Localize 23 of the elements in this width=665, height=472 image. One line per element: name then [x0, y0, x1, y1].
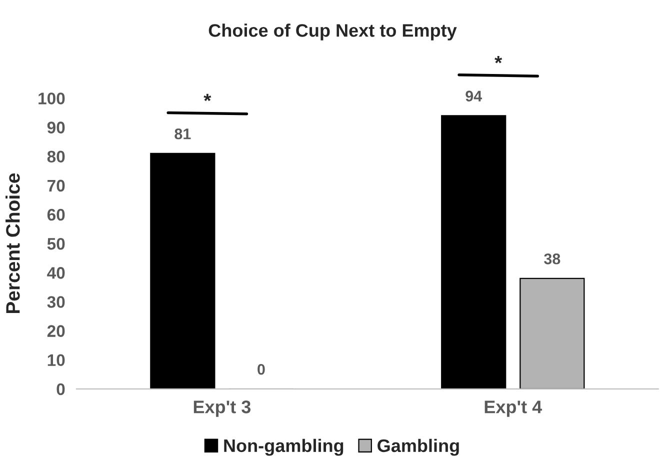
- data-label: 81: [174, 128, 191, 140]
- y-tick-label: 70: [48, 180, 65, 192]
- data-label: 38: [544, 253, 560, 264]
- y-axis-title: Percent Choice: [6, 173, 20, 314]
- data-label: 0: [258, 364, 265, 375]
- y-tick-label: 0: [56, 383, 65, 396]
- y-tick-label: 30: [47, 296, 65, 308]
- x-tick-label: Exp't 4: [484, 400, 542, 417]
- annotation: *: [204, 94, 212, 102]
- y-tick-label: 10: [48, 354, 65, 366]
- y-tick-label: 90: [47, 122, 65, 134]
- chart-title: Choice of Cup Next to Empty: [208, 24, 457, 40]
- legend-label: Gambling: [378, 438, 459, 456]
- text: *: [494, 56, 502, 64]
- y-tick-label: 100: [38, 92, 65, 104]
- y-tick-label: 20: [47, 325, 65, 337]
- x-tick-label: Exp't 3: [194, 400, 251, 417]
- y-tick-label: 60: [47, 208, 65, 221]
- y-tick-label: 80: [47, 150, 65, 163]
- legend-label: Non-gambling: [224, 438, 344, 456]
- y-tick-label: 40: [47, 267, 65, 279]
- data-label: 94: [466, 90, 482, 102]
- y-tick-label: 50: [47, 238, 65, 250]
